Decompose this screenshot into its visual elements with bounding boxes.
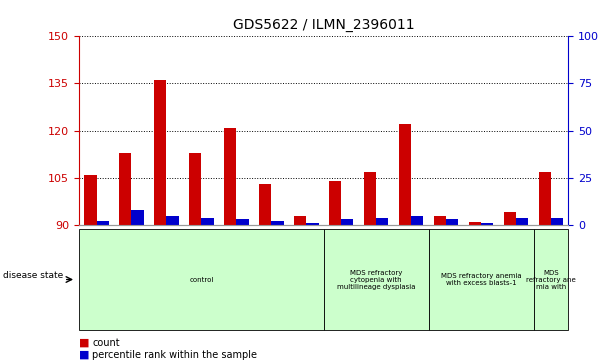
Bar (411, 216, 423, 225)
Text: ■: ■ (79, 338, 89, 348)
Bar (294, 216, 306, 225)
Bar (154, 80, 167, 225)
Text: control: control (189, 277, 213, 282)
Bar (131, 210, 143, 225)
Bar (224, 127, 237, 225)
Bar (539, 172, 551, 225)
Bar (167, 216, 179, 225)
Bar (271, 221, 283, 225)
Bar (201, 217, 213, 225)
Text: disease state: disease state (3, 271, 63, 280)
Bar (85, 175, 97, 225)
Bar (399, 125, 411, 225)
Bar (341, 219, 353, 225)
Bar (516, 217, 528, 225)
Title: GDS5622 / ILMN_2396011: GDS5622 / ILMN_2396011 (233, 19, 415, 33)
Bar (259, 184, 271, 225)
Text: ■: ■ (79, 350, 89, 360)
Text: MDS refractory anemia
with excess blasts-1: MDS refractory anemia with excess blasts… (441, 273, 522, 286)
Bar (119, 153, 131, 225)
Bar (469, 222, 481, 225)
Bar (551, 217, 563, 225)
Bar (306, 223, 319, 225)
Bar (446, 219, 458, 225)
Text: MDS refractory
cytopenia with
multilineage dysplasia: MDS refractory cytopenia with multilinea… (337, 269, 415, 290)
Text: percentile rank within the sample: percentile rank within the sample (92, 350, 257, 360)
Bar (237, 219, 249, 225)
Bar (189, 153, 201, 225)
Bar (481, 223, 493, 225)
Bar (434, 216, 446, 225)
Bar (97, 221, 109, 225)
Bar (329, 181, 341, 225)
Bar (364, 172, 376, 225)
Bar (504, 212, 516, 225)
Text: count: count (92, 338, 120, 348)
Text: MDS
refractory ane
mia with: MDS refractory ane mia with (526, 269, 576, 290)
Bar (376, 217, 389, 225)
